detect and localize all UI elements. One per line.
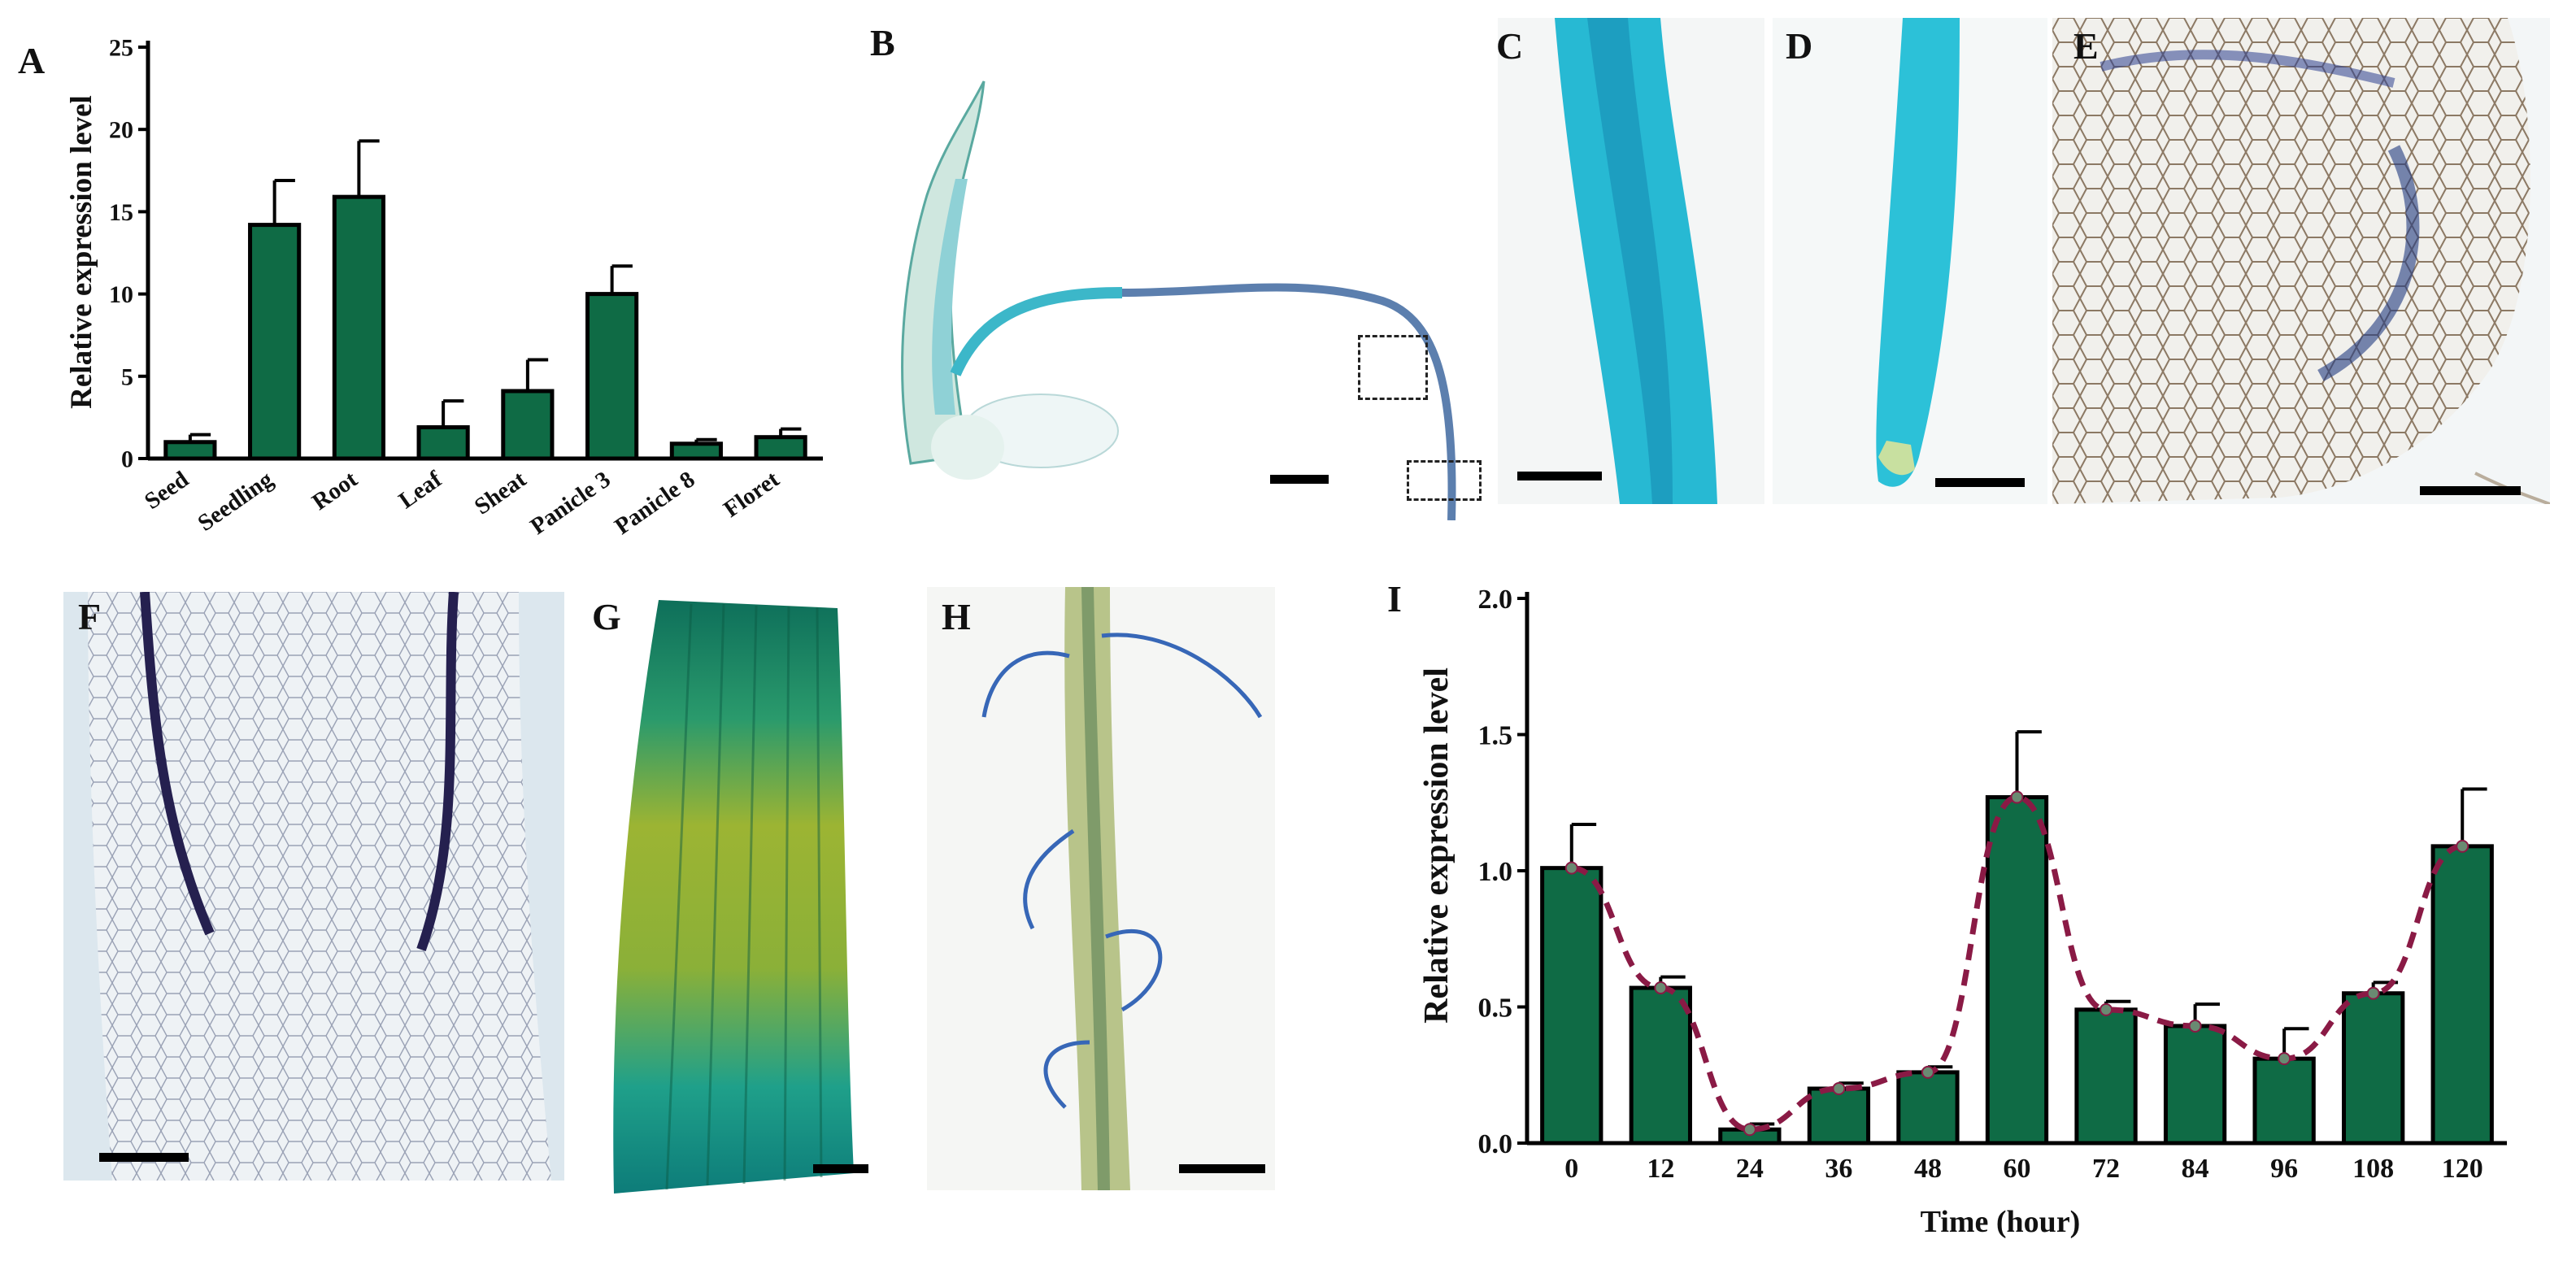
chart-a-bar bbox=[585, 292, 639, 461]
chart-a-y-axis-label: Relative expression level bbox=[65, 95, 98, 409]
chart-i-trend-point bbox=[1564, 861, 1578, 875]
scale-bar-c bbox=[1517, 472, 1602, 480]
chart-i-x-axis-label: Time (hour) bbox=[1921, 1205, 2081, 1239]
chart-i-trend-point bbox=[1921, 1065, 1934, 1079]
chart-i-bar bbox=[1896, 1070, 1960, 1146]
panel-letter-d: D bbox=[1786, 25, 1813, 67]
chart-i-x-tick-label: 36 bbox=[1825, 1154, 1852, 1184]
chart-i-x-tick-label: 12 bbox=[1647, 1154, 1674, 1184]
chart-i-x-tick-label: 108 bbox=[2352, 1154, 2394, 1184]
chart-a-x-tick-label: Seedling bbox=[193, 466, 278, 537]
photo-h-root-hairs bbox=[927, 587, 1275, 1190]
panel-letter-b: B bbox=[870, 22, 895, 63]
chart-i-x-tick-label: 96 bbox=[2270, 1154, 2298, 1184]
panel-letter-h: H bbox=[942, 596, 971, 637]
chart-i-trend-point bbox=[1743, 1123, 1756, 1137]
chart-a-x-tick-label: Seed bbox=[140, 467, 194, 515]
chart-a-y-tick-label: 20 bbox=[109, 117, 133, 144]
photo-f-stained-section bbox=[63, 592, 564, 1181]
chart-i-bar bbox=[1985, 795, 2049, 1146]
scale-bar-h bbox=[1179, 1164, 1265, 1173]
zoom-box-lower bbox=[1407, 460, 1482, 501]
chart-i-x-tick-label: 84 bbox=[2182, 1154, 2209, 1184]
chart-i-trend-point bbox=[1832, 1082, 1846, 1095]
chart-i-y-axis-label: Relative expression level bbox=[1418, 667, 1456, 1024]
chart-i-trend-point bbox=[2010, 790, 2024, 804]
chart-i-bar bbox=[2342, 991, 2405, 1146]
chart-i-bar bbox=[1540, 866, 1603, 1146]
chart-i-trend-point bbox=[2188, 1019, 2202, 1033]
scale-bar-e bbox=[2420, 486, 2521, 495]
chart-a-bar bbox=[416, 425, 470, 461]
chart-a-x-tick-label: Panicle 3 bbox=[526, 467, 616, 540]
panel-letter-f: F bbox=[78, 596, 102, 637]
chart-i-trend-point bbox=[2456, 839, 2469, 853]
chart-a-x-tick-label: Leaf bbox=[394, 466, 447, 514]
chart-i-trend-point bbox=[2278, 1052, 2291, 1066]
panel-letter-e: E bbox=[2073, 25, 2099, 67]
chart-a-x-tick-label: Panicle 8 bbox=[610, 467, 699, 540]
panel-letter-i: I bbox=[1387, 578, 1402, 620]
panel-letter-g: G bbox=[592, 596, 621, 637]
chart-i-bar bbox=[2252, 1056, 2316, 1146]
chart-i-bar bbox=[1629, 985, 1692, 1146]
chart-i-trend-point bbox=[2100, 1002, 2113, 1016]
photo-d-root-tip bbox=[1773, 18, 2047, 504]
panel-letter-c: C bbox=[1496, 25, 1524, 67]
chart-a-y-tick-label: 10 bbox=[109, 281, 133, 308]
chart-i-y-tick-label: 2.0 bbox=[1478, 585, 1513, 615]
scale-bar-g bbox=[813, 1164, 868, 1173]
chart-i-y-tick-label: 1.5 bbox=[1478, 720, 1513, 750]
chart-i-x-tick-label: 72 bbox=[2092, 1154, 2120, 1184]
chart-i-x-tick-label: 0 bbox=[1564, 1154, 1578, 1184]
scale-bar-b bbox=[1270, 475, 1329, 484]
panel-letter-a: A bbox=[18, 40, 46, 81]
chart-a-y-tick-label: 5 bbox=[121, 363, 133, 390]
chart-i-y-tick-label: 0.0 bbox=[1478, 1129, 1513, 1159]
chart-i-bar bbox=[2074, 1007, 2138, 1146]
scale-bar-d bbox=[1935, 478, 2025, 487]
chart-a-bar bbox=[754, 435, 807, 461]
photo-b-seedling bbox=[878, 65, 1496, 520]
chart-i-x-tick-label: 48 bbox=[1914, 1154, 1942, 1184]
chart-i-trend-point bbox=[2366, 986, 2380, 1000]
chart-a-y-tick-label: 15 bbox=[109, 199, 133, 226]
zoom-box-upper bbox=[1358, 335, 1428, 400]
photo-c-root-section bbox=[1498, 18, 1764, 504]
chart-i-x-tick-label: 24 bbox=[1736, 1154, 1764, 1184]
chart-a-x-tick-label: Floret bbox=[719, 466, 784, 523]
chart-a-y-tick-label: 25 bbox=[109, 35, 133, 62]
chart-a-bar bbox=[163, 440, 217, 461]
chart-a-tissue-expression: Relative expression level 0 5 10 15 20 25 Seed… bbox=[65, 35, 823, 540]
chart-i-time-course-expression: Relative expression level Time (hour) 0.… bbox=[1418, 585, 2507, 1239]
chart-i-y-tick-label: 1.0 bbox=[1478, 857, 1513, 887]
chart-i-bar bbox=[2163, 1024, 2227, 1146]
chart-i-x-tick-label: 120 bbox=[2442, 1154, 2483, 1184]
chart-i-y-tick-label: 0.5 bbox=[1478, 993, 1513, 1023]
chart-a-bar bbox=[248, 223, 302, 461]
photo-g-leaf-segment bbox=[594, 592, 888, 1194]
photo-e-cross-section bbox=[2052, 18, 2550, 504]
chart-i-trend-point bbox=[1654, 981, 1668, 995]
scale-bar-f bbox=[99, 1153, 189, 1162]
chart-i-bar bbox=[2430, 844, 2494, 1146]
chart-a-bar bbox=[332, 194, 385, 461]
chart-a-bar bbox=[669, 441, 723, 461]
chart-i-bar bbox=[1807, 1086, 1871, 1146]
chart-i-x-tick-label: 60 bbox=[2004, 1154, 2031, 1184]
chart-a-bar bbox=[501, 389, 555, 461]
chart-a-x-tick-label: Root bbox=[307, 466, 362, 515]
chart-a-x-tick-label: Sheat bbox=[470, 466, 531, 520]
chart-a-y-tick-label: 0 bbox=[121, 446, 133, 473]
